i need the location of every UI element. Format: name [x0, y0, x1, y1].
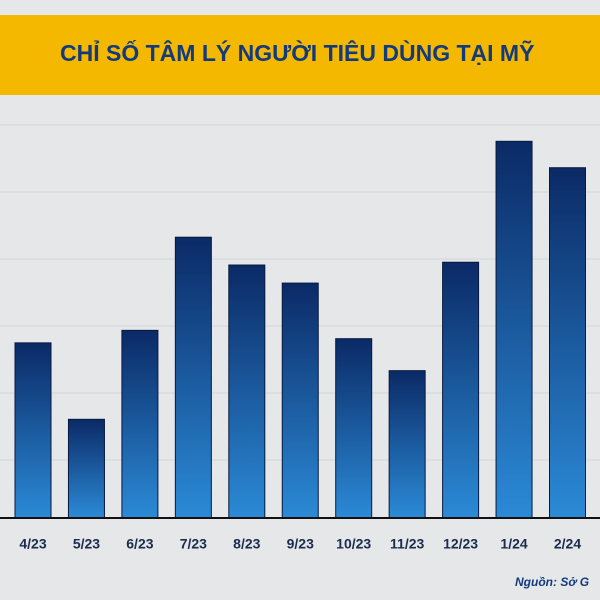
- x-tick-label: 2/24: [554, 536, 581, 552]
- x-tick-label: 12/23: [443, 536, 478, 552]
- bar: [67, 418, 105, 519]
- bar: [335, 338, 373, 519]
- x-tick-label: 6/23: [126, 536, 153, 552]
- bar: [281, 282, 319, 519]
- source-note: Nguồn: Sở G: [515, 575, 589, 589]
- bar: [388, 370, 426, 519]
- x-tick-label: 1/24: [500, 536, 527, 552]
- x-tick-label: 9/23: [287, 536, 314, 552]
- x-tick-label: 8/23: [233, 536, 260, 552]
- x-tick-label: 5/23: [73, 536, 100, 552]
- title-banner: [0, 15, 600, 95]
- bar: [495, 140, 533, 519]
- chart-title: CHỈ SỐ TÂM LÝ NGƯỜI TIÊU DÙNG TẠI MỸ: [60, 38, 534, 66]
- bar: [549, 167, 586, 519]
- bar: [228, 264, 266, 519]
- x-tick-label: 10/23: [336, 536, 371, 552]
- bar: [174, 236, 212, 519]
- x-tick-label: 4/23: [19, 536, 46, 552]
- x-tick-label: 11/23: [390, 536, 424, 552]
- bar: [442, 261, 480, 519]
- bar: [121, 329, 159, 519]
- bar: [14, 342, 52, 519]
- x-tick-label: 7/23: [180, 536, 207, 552]
